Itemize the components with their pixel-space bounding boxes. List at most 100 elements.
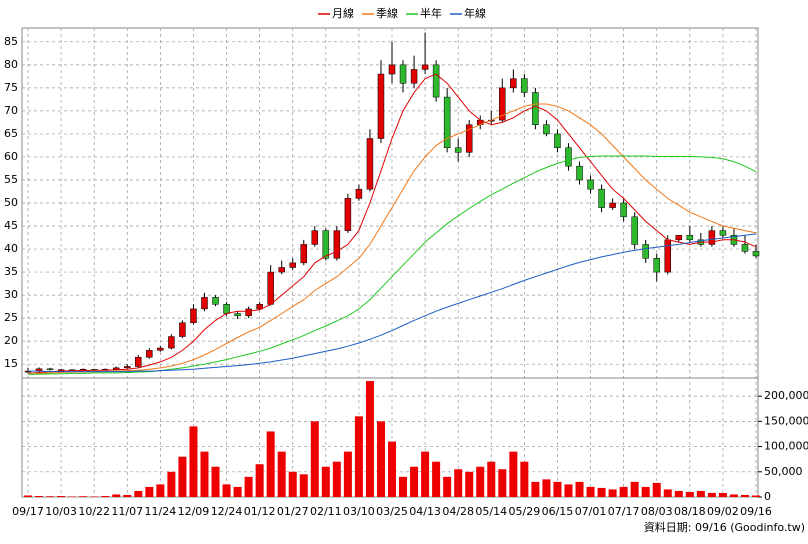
- y-tick-label: 50: [4, 196, 18, 209]
- x-tick-label: 04/13: [409, 505, 441, 518]
- volume-bar: [707, 492, 716, 497]
- ma-line: [28, 103, 757, 374]
- x-tick-label: 03/10: [343, 505, 375, 518]
- volume-bar: [123, 494, 132, 497]
- y-tick-label: 35: [4, 265, 18, 278]
- candle-body: [245, 308, 252, 317]
- volume-bar: [553, 481, 562, 497]
- volume-bar: [685, 491, 694, 497]
- y-tick-label: 55: [4, 173, 18, 186]
- y-tick-label: 65: [4, 127, 18, 140]
- volume-bar: [354, 416, 363, 497]
- volume-bar: [79, 496, 88, 497]
- candle-body: [124, 366, 131, 369]
- x-tick-label: 09/02: [707, 505, 739, 518]
- volume-bar: [321, 466, 330, 497]
- y2-tick-label: 150,000: [764, 414, 808, 427]
- candle-body: [554, 133, 561, 148]
- volume-bar: [663, 489, 672, 497]
- candle-body: [410, 69, 418, 84]
- x-tick-label: 08/18: [674, 505, 706, 518]
- candle-body: [587, 179, 594, 190]
- x-tick-label: 12/24: [211, 505, 243, 518]
- volume-bar: [211, 466, 220, 497]
- ma-line: [28, 233, 757, 373]
- volume-bar: [156, 484, 165, 497]
- candle-body: [278, 267, 285, 273]
- volume-bar: [564, 484, 573, 497]
- candle-body: [752, 251, 760, 257]
- volume-bar: [90, 496, 99, 497]
- volume-bar: [674, 490, 683, 497]
- volume-bar: [255, 464, 264, 497]
- candle-body: [344, 198, 352, 231]
- y-tick-label: 30: [4, 288, 18, 301]
- x-tick-label: 12/09: [178, 505, 210, 518]
- candle-body: [598, 188, 605, 208]
- legend-label: 半年: [420, 6, 442, 20]
- y-tick-label: 20: [4, 334, 18, 347]
- candle-body: [631, 216, 638, 245]
- volume-bar: [57, 495, 66, 497]
- volume-bar: [178, 456, 187, 497]
- volume-bar: [619, 486, 628, 497]
- y-tick-label: 25: [4, 311, 18, 324]
- volume-bar: [454, 469, 463, 497]
- volume-bar: [729, 494, 738, 497]
- candle-body: [653, 258, 660, 273]
- candle-body: [609, 202, 616, 208]
- volume-bar: [288, 471, 297, 497]
- volume-bar: [200, 451, 209, 497]
- candle-body: [432, 64, 440, 98]
- volume-bar: [46, 496, 55, 497]
- candle-body: [543, 124, 550, 135]
- legend-label: 季線: [376, 6, 398, 20]
- y2-tick-label: 50,000: [764, 465, 803, 478]
- x-tick-label: 10/03: [45, 505, 77, 518]
- volume-bar: [266, 431, 275, 497]
- footer: 資料日期: 09/16 (Goodinfo.tw): [644, 520, 805, 534]
- volume-bar: [531, 481, 540, 497]
- candle-body: [333, 230, 341, 259]
- volume-bar: [365, 381, 374, 497]
- volume-bar: [443, 476, 452, 497]
- volume-bar: [310, 421, 319, 497]
- volume-bar: [134, 490, 143, 497]
- y-tick-label: 15: [4, 357, 18, 370]
- candle-body: [708, 230, 716, 245]
- volume-bar: [112, 494, 121, 497]
- volume-bar: [244, 476, 253, 497]
- candle-body: [300, 244, 308, 264]
- candle-body: [322, 230, 330, 259]
- candle-body: [168, 336, 175, 349]
- volume-bar: [399, 476, 408, 497]
- volume-bar: [388, 441, 396, 497]
- x-tick-label: 09/16: [740, 505, 772, 518]
- volume-bar: [299, 474, 308, 497]
- volume-bar: [277, 451, 286, 497]
- y2-tick-label: 0: [764, 490, 771, 503]
- candle-body: [576, 165, 583, 181]
- volume-bar: [696, 490, 705, 497]
- candle-body: [686, 234, 694, 241]
- volume-bar: [410, 466, 419, 497]
- x-tick-label: 06/15: [542, 505, 574, 518]
- volume-bar: [145, 486, 154, 497]
- volume-bar: [641, 486, 650, 497]
- candle-body: [212, 297, 219, 305]
- candle-body: [267, 271, 274, 305]
- volume-bar: [487, 461, 496, 497]
- candle-body: [454, 147, 462, 153]
- legend-label: 月線: [332, 6, 354, 20]
- candle-body: [675, 234, 683, 241]
- x-tick-label: 02/11: [310, 505, 342, 518]
- candle-body: [465, 124, 473, 153]
- volume-bar: [520, 461, 529, 497]
- candle-body: [190, 308, 197, 323]
- x-tick-label: 11/24: [145, 505, 177, 518]
- candle-body: [355, 188, 363, 199]
- volume-bar: [343, 451, 352, 497]
- y-tick-label: 40: [4, 242, 18, 255]
- candle-body: [532, 92, 539, 125]
- candle-body: [46, 368, 54, 371]
